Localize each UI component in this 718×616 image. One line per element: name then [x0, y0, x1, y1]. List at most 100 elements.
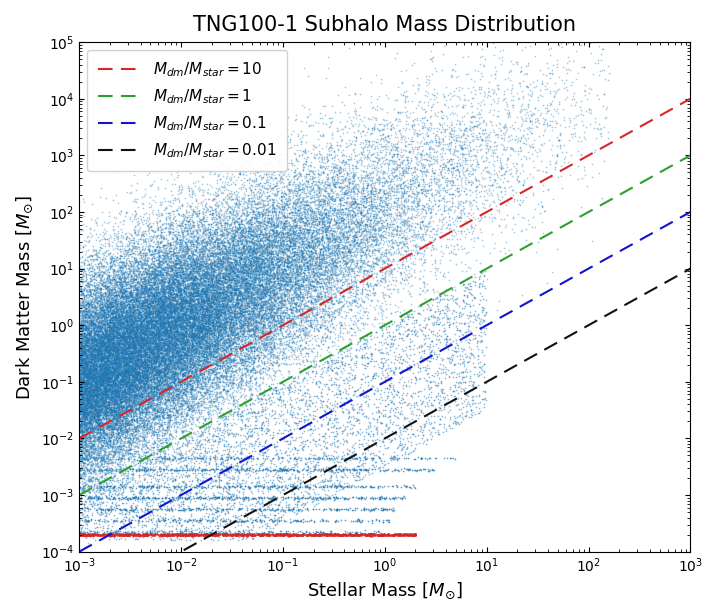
Point: [102, 312, 113, 322]
Point: [337, 267, 349, 277]
Point: [81, 379, 93, 389]
Point: [84, 373, 95, 383]
Point: [144, 330, 155, 340]
Point: [85, 514, 97, 524]
Point: [279, 305, 290, 315]
Point: [177, 363, 189, 373]
Point: [355, 300, 366, 310]
Point: [92, 408, 103, 418]
Point: [146, 365, 157, 375]
Point: [205, 230, 216, 240]
Point: [156, 333, 167, 342]
Point: [177, 313, 188, 323]
Point: [180, 409, 192, 419]
Point: [122, 320, 134, 330]
Point: [134, 342, 146, 352]
Point: [101, 414, 113, 424]
Point: [99, 352, 111, 362]
Point: [289, 229, 300, 238]
Point: [110, 349, 121, 359]
Point: [108, 266, 119, 276]
Point: [164, 257, 176, 267]
Point: [228, 349, 240, 359]
Point: [151, 367, 162, 377]
Point: [162, 373, 173, 383]
Point: [204, 322, 215, 331]
Point: [213, 249, 225, 259]
Point: [190, 250, 201, 260]
Point: [200, 267, 211, 277]
Point: [269, 301, 281, 311]
Point: [217, 275, 228, 285]
Point: [268, 225, 279, 235]
Point: [202, 325, 213, 334]
Point: [353, 308, 365, 318]
Point: [336, 451, 348, 461]
Point: [180, 389, 192, 399]
Point: [91, 347, 103, 357]
Point: [187, 275, 198, 285]
Point: [225, 283, 236, 293]
Point: [115, 354, 126, 364]
Point: [327, 480, 338, 490]
Point: [160, 252, 172, 262]
Point: [292, 310, 304, 320]
Point: [200, 275, 211, 285]
Point: [110, 282, 121, 292]
Point: [96, 375, 108, 384]
Point: [158, 322, 169, 332]
Point: [260, 358, 271, 368]
Point: [159, 286, 170, 296]
Point: [213, 503, 224, 513]
Point: [163, 452, 174, 462]
Point: [260, 339, 271, 349]
Point: [84, 357, 95, 367]
Point: [388, 530, 399, 540]
Point: [111, 322, 123, 332]
Point: [257, 363, 269, 373]
Point: [186, 383, 197, 392]
Point: [174, 529, 185, 539]
Point: [505, 142, 517, 152]
Point: [116, 277, 127, 287]
Point: [309, 269, 321, 278]
Point: [302, 262, 313, 272]
Point: [93, 339, 104, 349]
Point: [474, 140, 485, 150]
Point: [168, 338, 180, 347]
Point: [134, 264, 146, 274]
Point: [89, 406, 101, 416]
Point: [154, 289, 166, 299]
Point: [105, 395, 116, 405]
Point: [142, 493, 154, 503]
Point: [218, 295, 229, 305]
Point: [153, 380, 164, 390]
Point: [98, 399, 110, 409]
Point: [228, 338, 240, 348]
Point: [533, 118, 545, 128]
Point: [170, 318, 182, 328]
Point: [421, 129, 432, 139]
Point: [229, 214, 241, 224]
Point: [78, 328, 90, 338]
Point: [149, 339, 161, 349]
Point: [137, 342, 149, 352]
Point: [190, 246, 202, 256]
Point: [154, 230, 166, 240]
Point: [75, 394, 86, 404]
Point: [206, 334, 218, 344]
Point: [80, 400, 92, 410]
Point: [394, 317, 406, 327]
Point: [280, 214, 292, 224]
Point: [187, 355, 199, 365]
Point: [78, 219, 89, 229]
Point: [213, 349, 225, 359]
Point: [156, 367, 167, 376]
Point: [227, 399, 238, 409]
Point: [122, 306, 134, 316]
Point: [81, 452, 93, 462]
Point: [208, 471, 220, 480]
Point: [352, 339, 363, 349]
Point: [202, 322, 213, 331]
Point: [170, 357, 182, 367]
